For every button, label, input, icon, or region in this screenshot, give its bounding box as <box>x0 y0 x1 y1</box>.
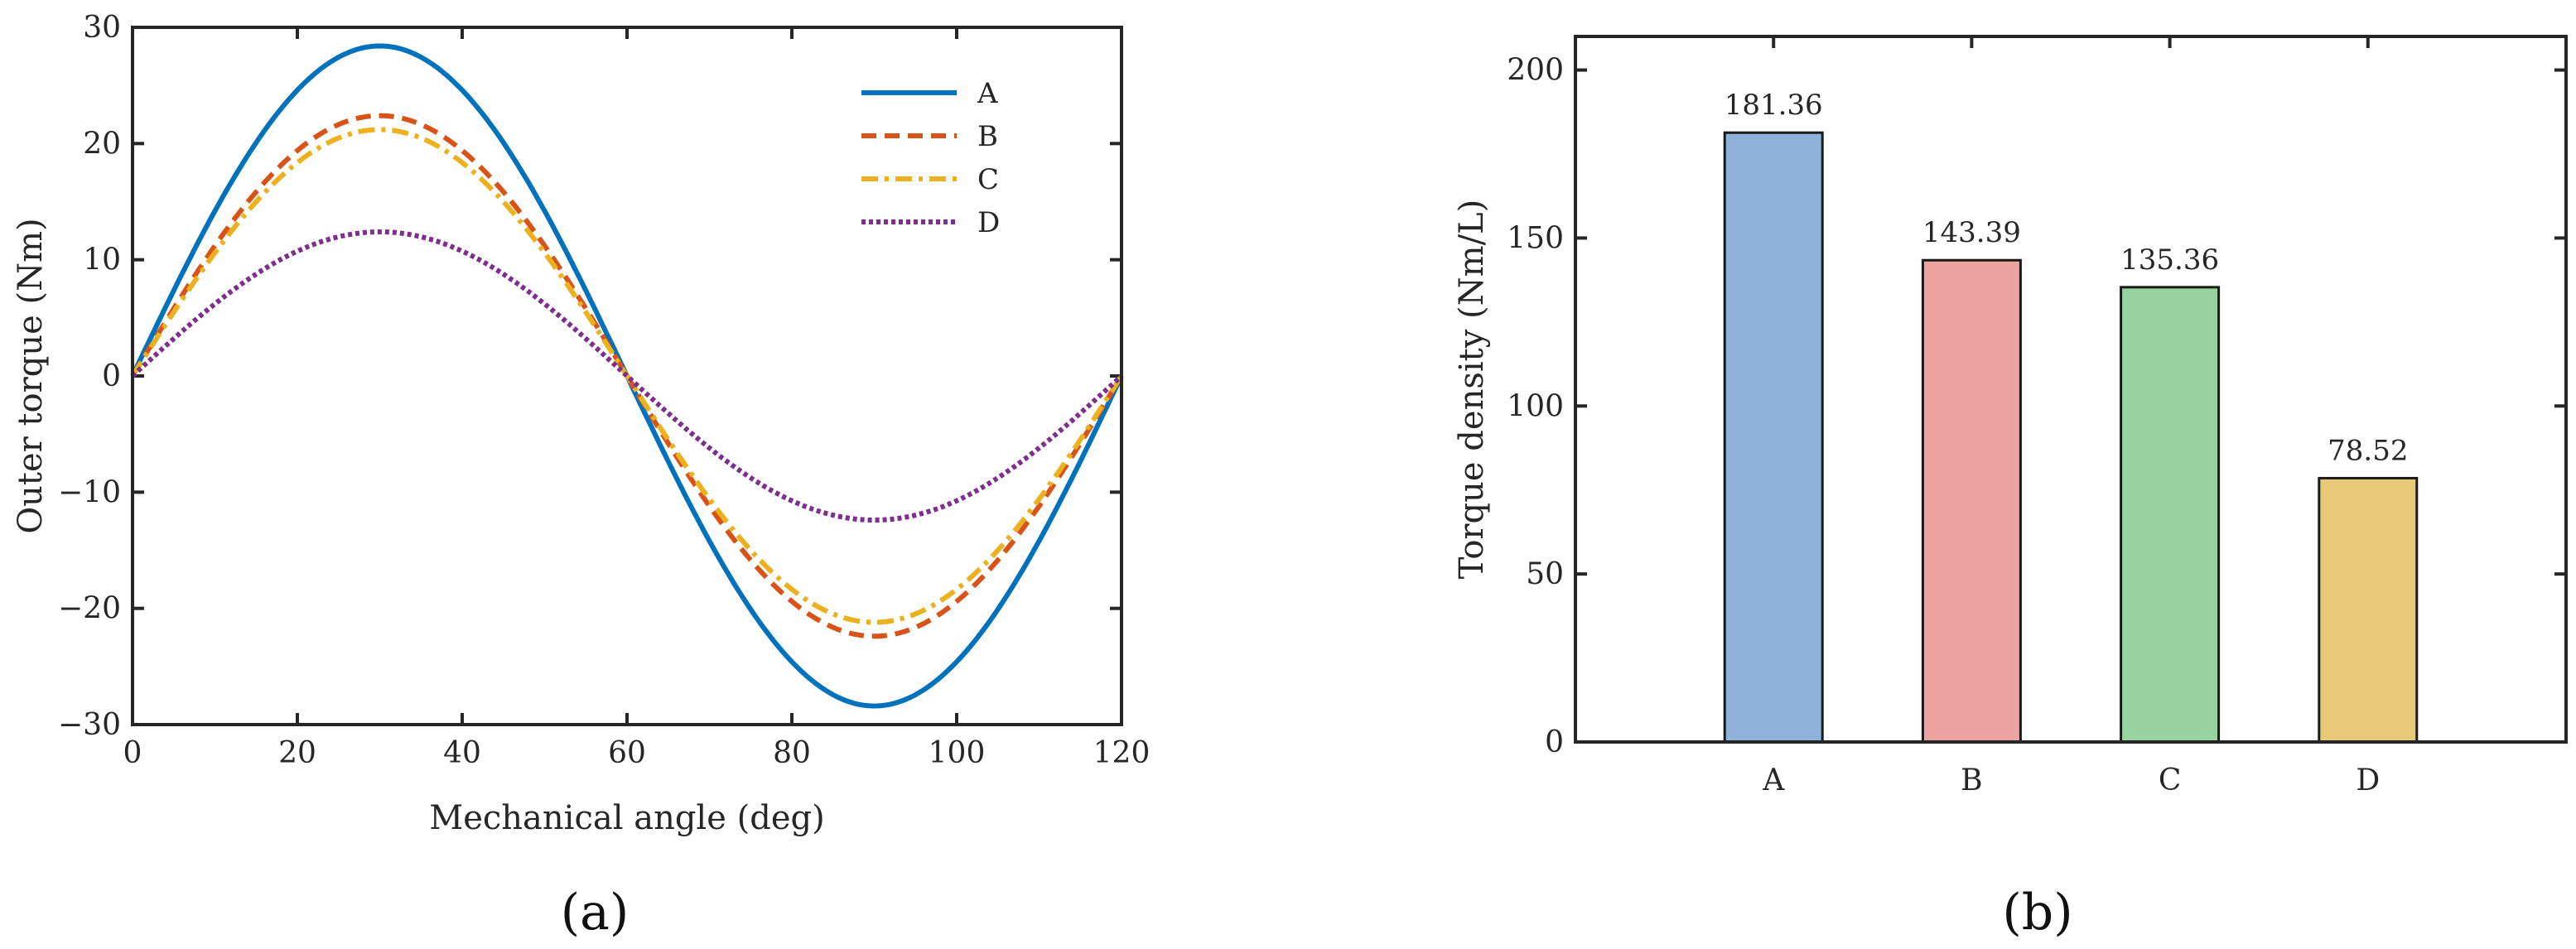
panel-a-lines <box>130 43 1124 709</box>
y-tick-label: 150 <box>1507 221 1564 255</box>
panel-a: 0 20 40 60 80 100 120 −30 −20 −10 0 10 20 30 Mechanic… <box>12 11 1150 942</box>
bar-value-label-d: 78.52 <box>2328 434 2408 467</box>
y-tick-label: 0 <box>102 359 121 393</box>
y-tick-label: −20 <box>58 592 121 626</box>
panel-b-ylabel: Torque density (Nm/L) <box>1453 200 1491 579</box>
y-tick-label: 20 <box>83 127 121 161</box>
bar-value-label-a: 181.36 <box>1725 89 1823 122</box>
series-line-d <box>130 229 1124 523</box>
x-tick-label-d: D <box>2356 764 2380 797</box>
legend-label-b: B <box>977 120 998 153</box>
panel-a-ylabel: Outer torque (Nm) <box>12 218 50 533</box>
panel-b-label: (b) <box>2002 884 2072 942</box>
bar-value-label-b: 143.39 <box>1922 216 2021 249</box>
legend-label-c: C <box>977 163 999 196</box>
y-tick-label: 0 <box>1545 725 1564 759</box>
panel-a-axes-frame <box>131 26 1123 726</box>
panel-a-xlabel: Mechanical angle (deg) <box>429 799 824 837</box>
bar-value-label-c: 135.36 <box>2120 243 2219 277</box>
bar-b <box>1921 258 2022 744</box>
x-tick-label: 60 <box>608 736 646 770</box>
y-tick-label: 30 <box>83 11 121 45</box>
x-tick-label: 120 <box>1093 736 1151 770</box>
bar-a <box>1723 131 1824 744</box>
y-tick-label: 100 <box>1507 389 1564 423</box>
panel-b-axes-frame <box>1574 35 2568 744</box>
panel-a-tick-labels: 0 20 40 60 80 100 120 −30 −20 −10 0 10 20 30 <box>58 11 1150 770</box>
x-tick-label-c: C <box>2159 764 2182 797</box>
x-tick-label: 40 <box>443 736 481 770</box>
legend-label-d: D <box>977 206 1000 239</box>
panel-b-bars: 181.36 143.39 135.36 78.52 <box>1723 89 2419 744</box>
bar-c <box>2120 286 2221 744</box>
legend-label-a: A <box>977 77 998 110</box>
bar-d <box>2318 476 2419 744</box>
y-tick-label: −10 <box>58 475 121 509</box>
x-tick-label: 20 <box>278 736 316 770</box>
x-tick-label: 100 <box>929 736 986 770</box>
y-tick-label: 50 <box>1526 557 1564 591</box>
panel-a-label: (a) <box>561 884 630 942</box>
panel-b: 181.36 143.39 135.36 78.52 0 50 100 150 200 A B C D… <box>1453 35 2568 942</box>
y-tick-label: 10 <box>83 243 121 277</box>
series-line-c <box>130 127 1124 625</box>
panel-b-tick-labels: 0 50 100 150 200 A B C D <box>1507 54 2380 797</box>
y-tick-label: −30 <box>58 708 121 742</box>
x-tick-label: 0 <box>123 736 142 770</box>
x-tick-label: 80 <box>773 736 811 770</box>
x-tick-label-b: B <box>1961 764 1982 797</box>
x-tick-label-a: A <box>1762 764 1785 797</box>
y-tick-label: 200 <box>1507 54 1564 88</box>
